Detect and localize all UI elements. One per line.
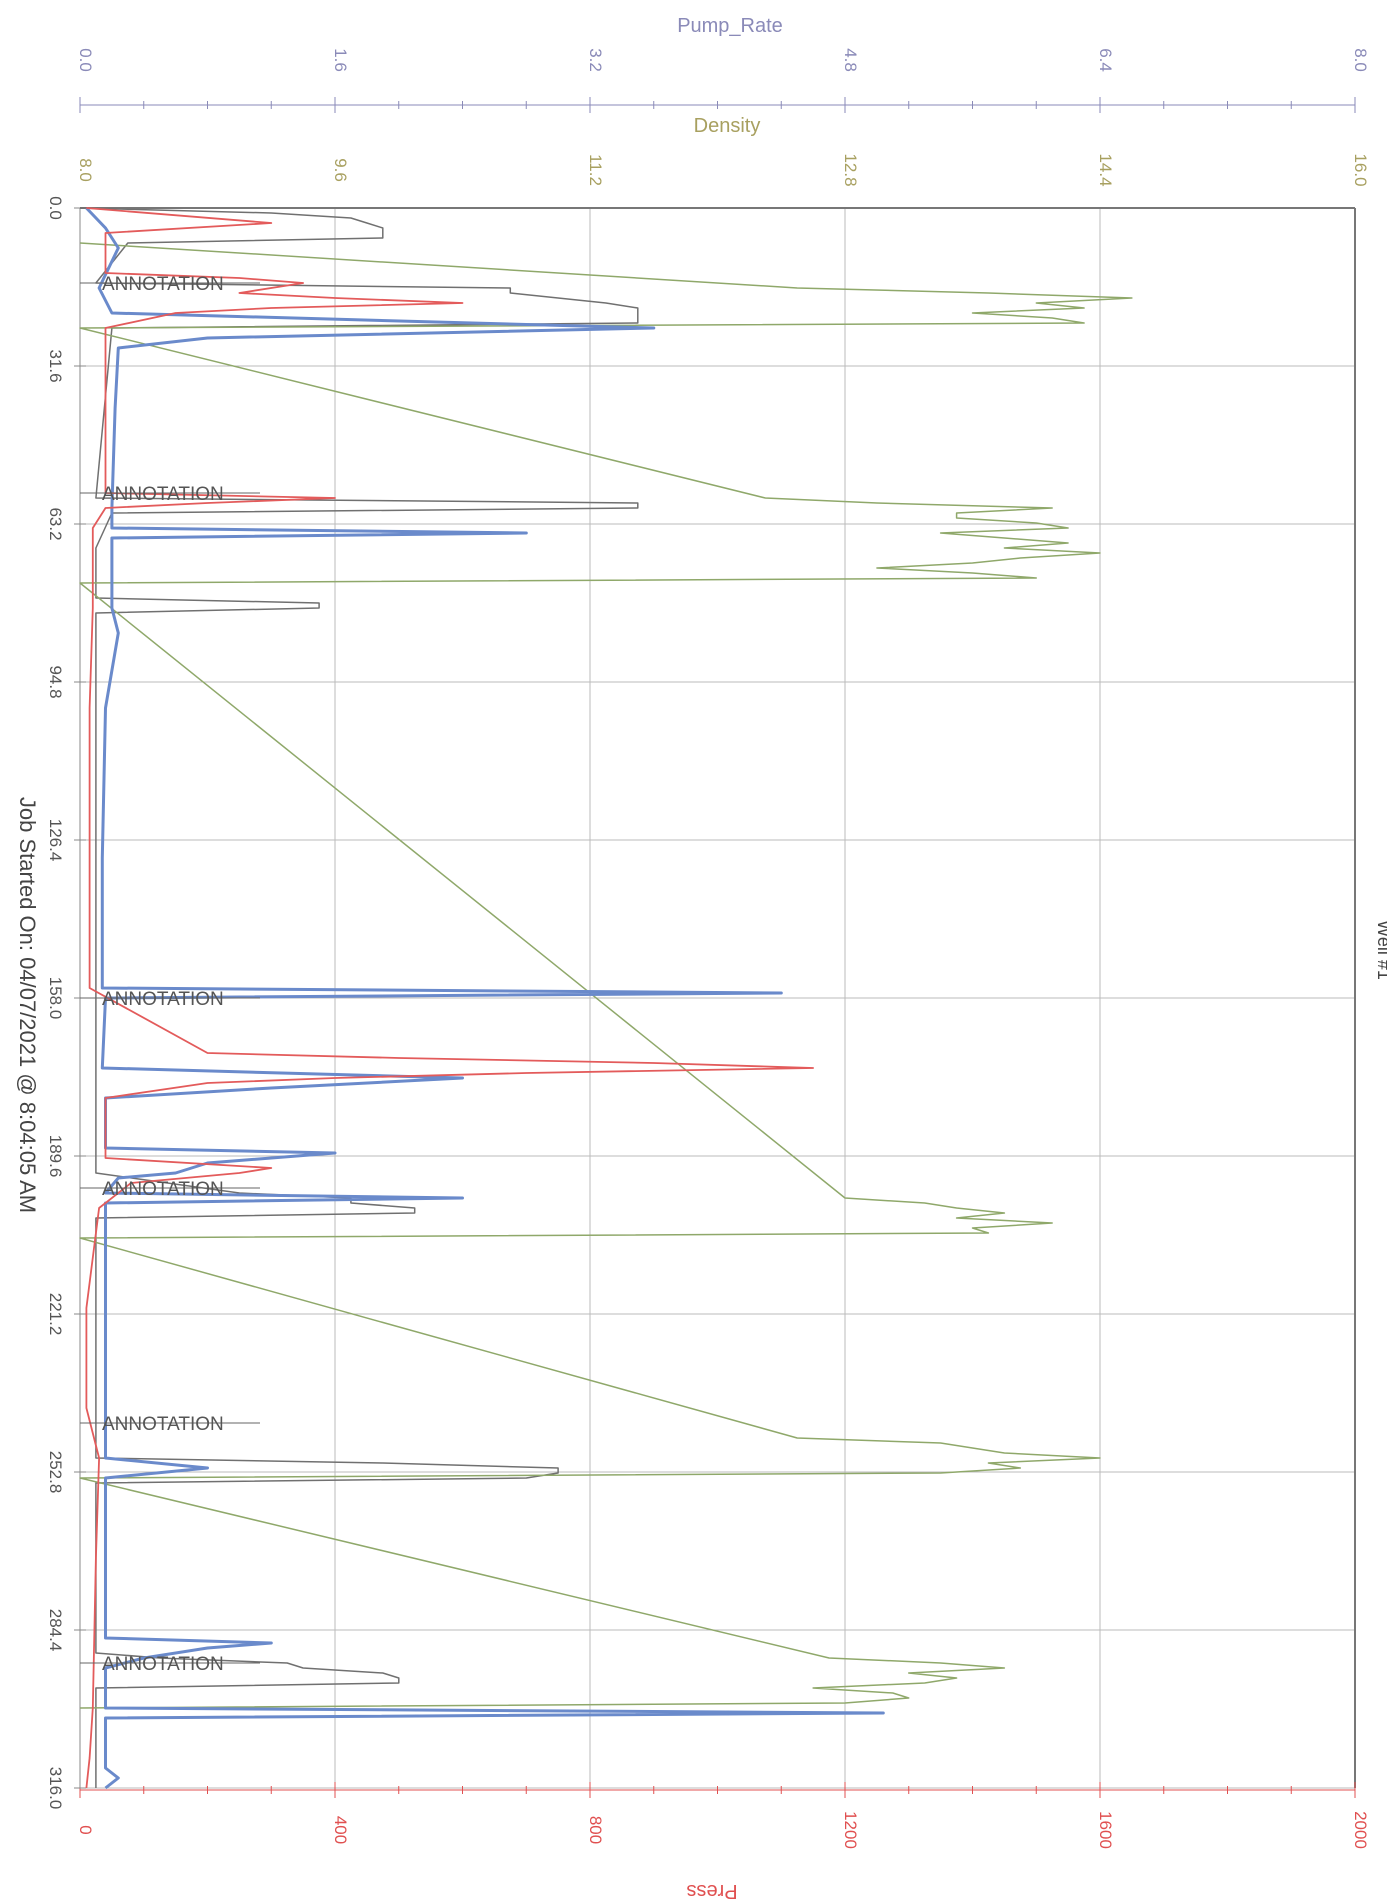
annotation-label: ANNOTATION: [102, 1179, 224, 1200]
press-tick-label: 1600: [1096, 1811, 1115, 1849]
pump-rate-axis: 0.0 1.6 3.2 4.8 6.4 8.0: [76, 48, 1370, 113]
time-tick-label: 221.2: [46, 1293, 65, 1336]
series-line-3: [85, 207, 814, 1789]
series-line-0: [79, 207, 639, 1788]
density-tick-label: 14.4: [1096, 153, 1115, 186]
series-line-2: [85, 206, 885, 1790]
press-tick-label: 800: [586, 1816, 605, 1844]
annotation-label: ANNOTATION: [102, 989, 224, 1010]
density-tick-label: 12.8: [841, 153, 860, 186]
pump-rate-tick-label: 3.2: [586, 48, 605, 72]
time-tick-label: 316.0: [46, 1767, 65, 1810]
press-tick-label: 0: [76, 1825, 95, 1834]
press-axis: 0 400 800 1200 1600 2000: [76, 1782, 1370, 1849]
press-tick-label: 1200: [841, 1811, 860, 1849]
press-tick-label: 2000: [1351, 1811, 1370, 1849]
density-tick-label: 8.0: [76, 158, 95, 182]
time-tick-label: 126.4: [46, 819, 65, 862]
pump-rate-tick-label: 4.8: [841, 48, 860, 72]
pump-rate-tick-label: 8.0: [1351, 48, 1370, 72]
pump-rate-tick-label: 1.6: [331, 48, 350, 72]
time-tick-label: 158.0: [46, 977, 65, 1020]
density-tick-label: 9.6: [331, 158, 350, 182]
density-axis-title: Density: [694, 115, 761, 137]
time-tick-label: 94.8: [46, 665, 65, 698]
pump-rate-tick-label: 0.0: [76, 48, 95, 72]
annotation-label: ANNOTATION: [102, 1654, 224, 1675]
pump-rate-axis-title: Pump_Rate: [677, 15, 783, 37]
series-layer: [79, 206, 1133, 1790]
time-tick-label: 31.6: [46, 349, 65, 382]
time-tick-label: 284.4: [46, 1609, 65, 1652]
time-tick-label: 0.0: [46, 196, 65, 220]
density-axis: 8.0 9.6 11.2 12.8 14.4 16.0: [76, 153, 1370, 186]
job-started-footer: Job Started On: 04/07/2021 @ 8:04:05 AM: [15, 797, 40, 1213]
annotation-layer: ANNOTATION ANNOTATION ANNOTATION ANNOTATION…: [80, 274, 260, 1675]
time-axis: 0.0 31.6 63.2 94.8 126.4 158.0 189.6 221.2 252.8…: [46, 196, 86, 1809]
series-line-1: [79, 242, 1133, 1709]
annotation-label: ANNOTATION: [102, 274, 224, 295]
density-tick-label: 16.0: [1351, 153, 1370, 186]
press-axis-title: Press: [686, 1880, 737, 1900]
annotation-label: ANNOTATION: [102, 484, 224, 505]
pump-rate-tick-label: 6.4: [1096, 48, 1115, 72]
annotation-label: ANNOTATION: [102, 1414, 224, 1435]
press-tick-label: 400: [331, 1816, 350, 1844]
time-tick-label: 63.2: [46, 507, 65, 540]
density-tick-label: 11.2: [586, 154, 605, 186]
time-tick-label: 189.6: [46, 1135, 65, 1178]
time-tick-label: 252.8: [46, 1451, 65, 1494]
well-label: Well #1: [1374, 920, 1387, 980]
